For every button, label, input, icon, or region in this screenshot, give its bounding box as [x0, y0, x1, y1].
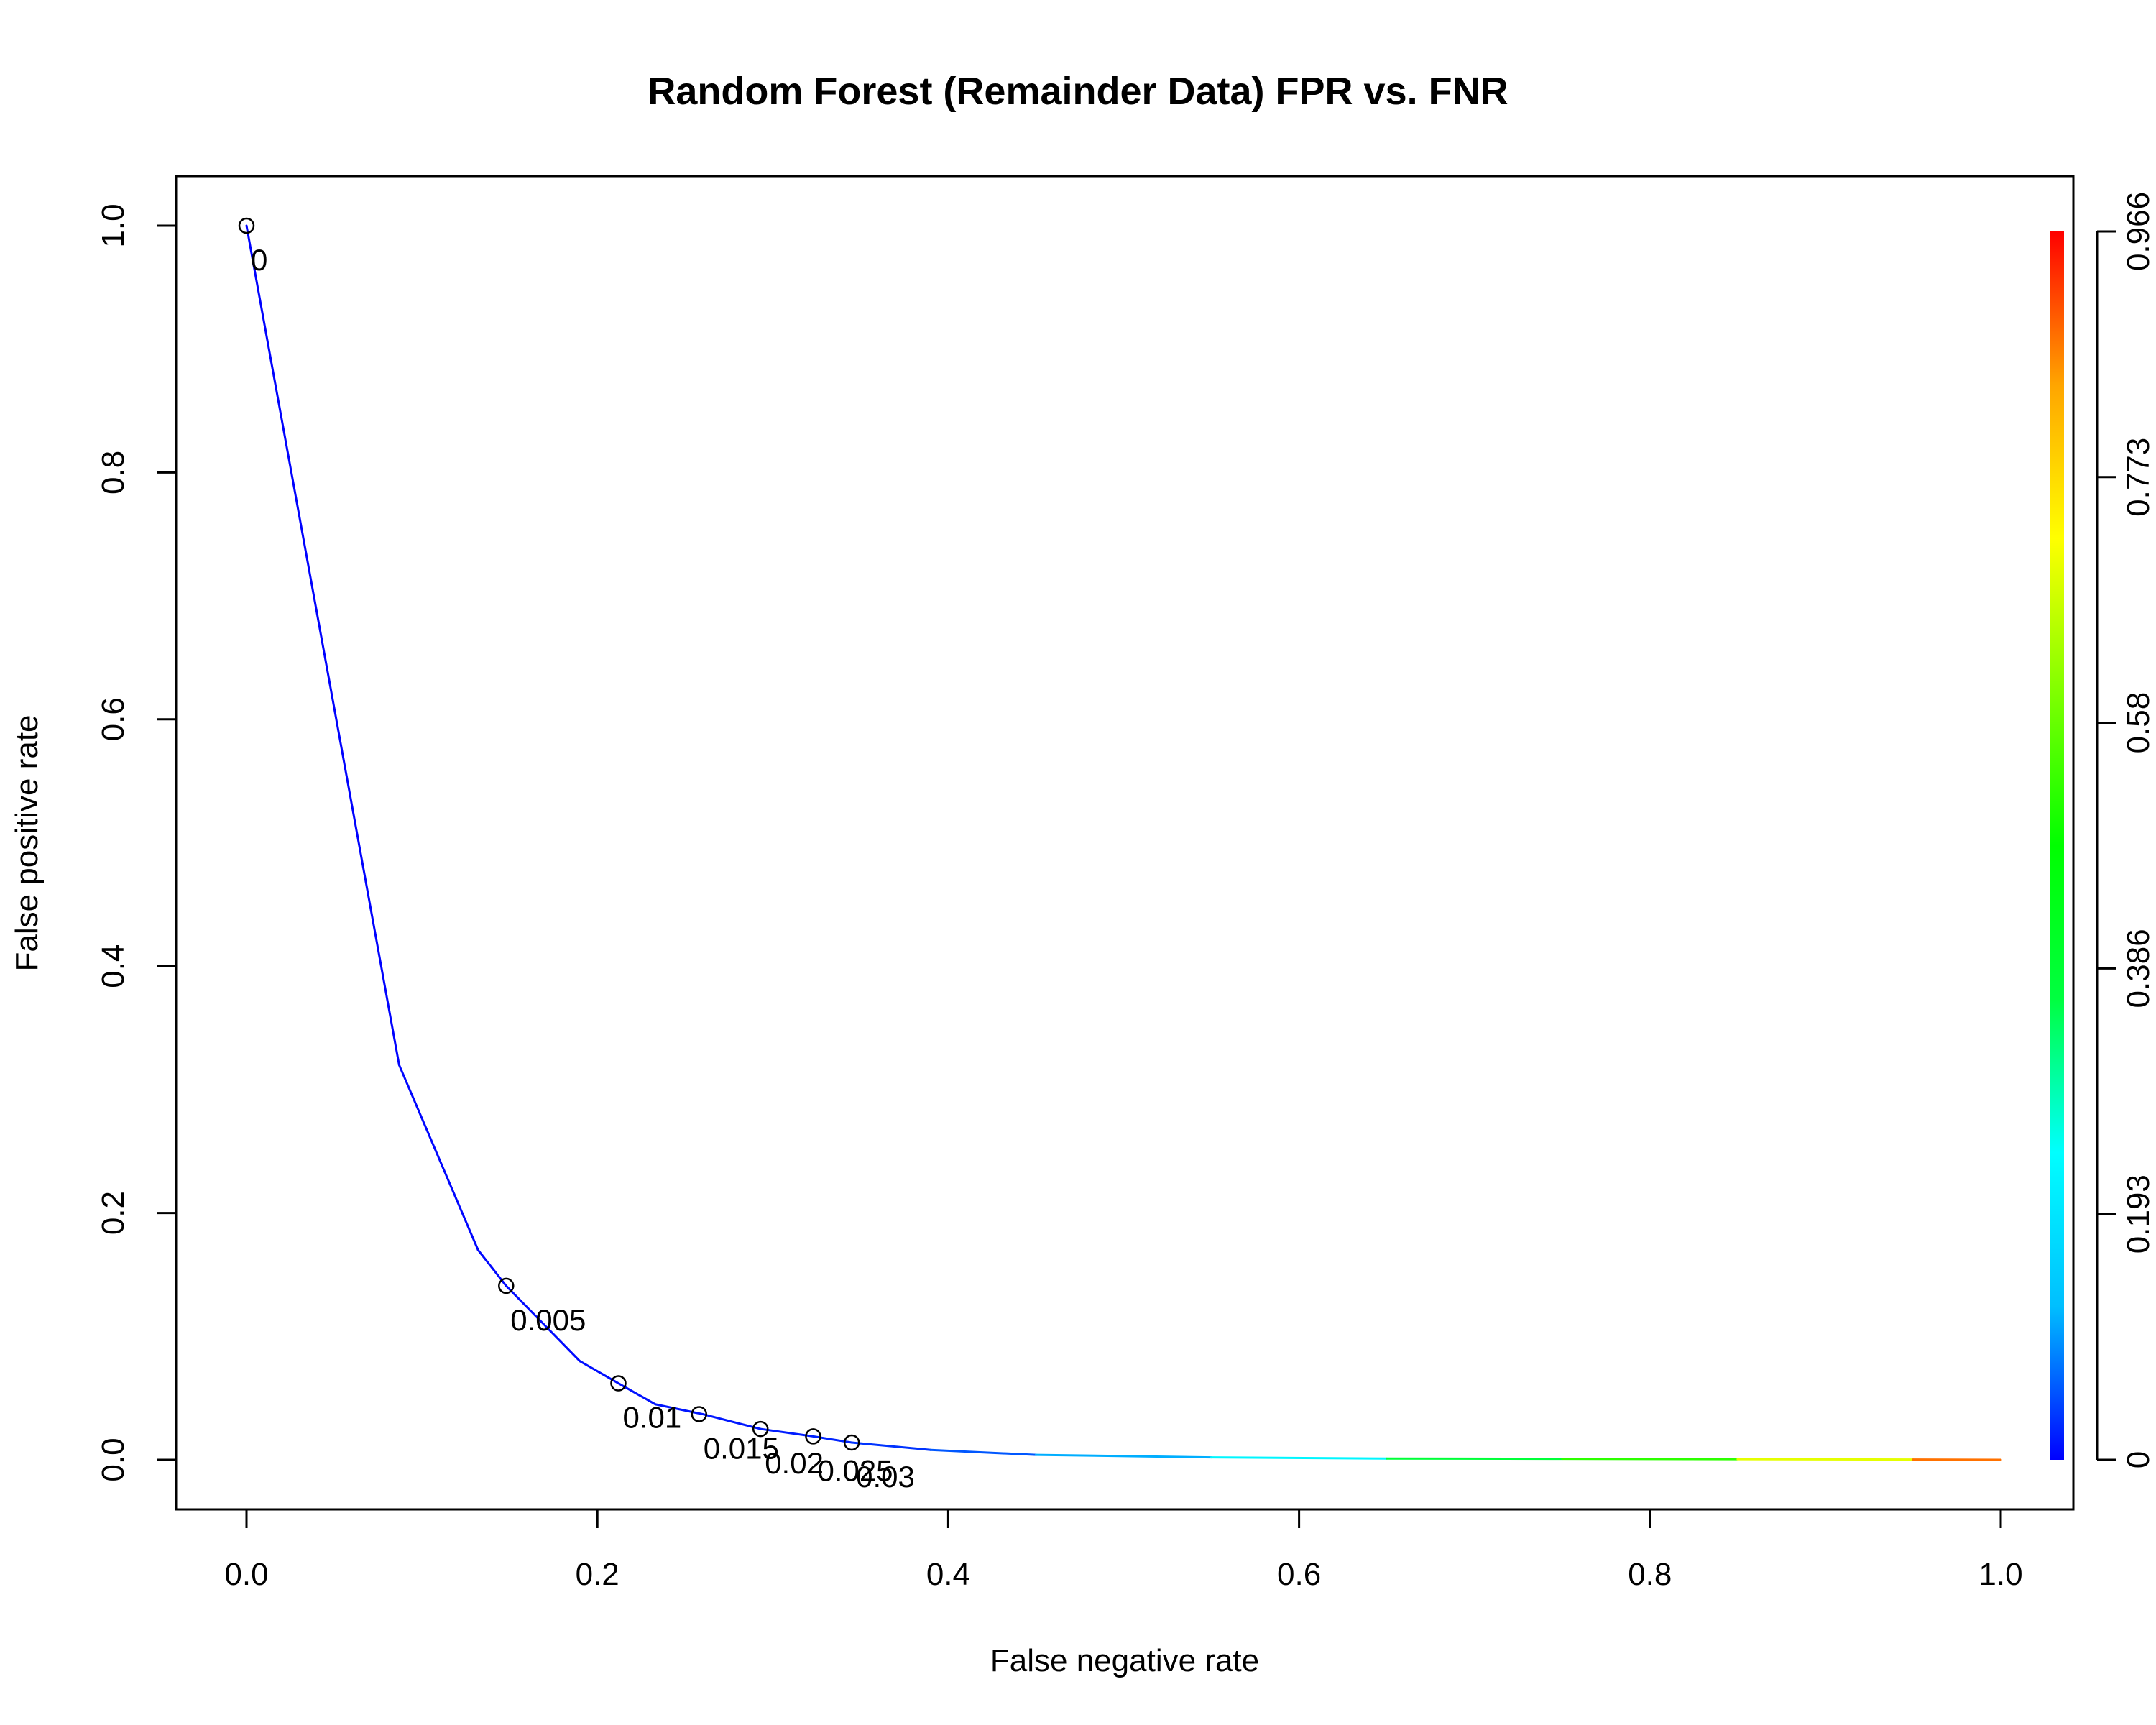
cutoff-colorbar: 0 0.193 0.386 0.58 0.773 0.966 [2050, 192, 2156, 1468]
chart-title: Random Forest (Remainder Data) FPR vs. F… [648, 70, 1508, 113]
curve-segment [505, 1284, 581, 1363]
cutoff-point-label: 0.015 [704, 1431, 779, 1465]
y-tick-label: 0.4 [96, 944, 131, 988]
cutoff-point-label: 0 [251, 243, 267, 277]
colorbar-tick-label: 0.966 [2121, 192, 2156, 271]
y-axis-label: False positive rate [9, 714, 45, 971]
cutoff-point [805, 1428, 821, 1445]
x-tick-label: 0.8 [1628, 1557, 1672, 1592]
curve-segment [654, 1403, 704, 1415]
y-tick-label: 0.2 [96, 1191, 131, 1235]
cutoff-point [691, 1406, 708, 1422]
curve-segment [1736, 1458, 1915, 1461]
x-tick-label: 0.0 [224, 1557, 268, 1592]
y-axis: 0.0 0.2 0.4 0.6 0.8 1.0 [96, 203, 178, 1482]
curve-segment [245, 224, 400, 1067]
cutoff-point [843, 1434, 860, 1451]
colorbar-gradient [2050, 231, 2064, 1460]
fpr-fnr-curve [245, 224, 2002, 1461]
colorbar-tick-label: 0.386 [2121, 929, 2156, 1008]
cutoff-point [610, 1375, 627, 1392]
curve-segment [1210, 1456, 1388, 1460]
curve-segment [759, 1427, 814, 1438]
cutoff-point [238, 217, 255, 234]
cutoff-point [498, 1277, 515, 1294]
curve-segment [929, 1448, 1037, 1456]
cutoff-point-label: 0.03 [856, 1460, 915, 1494]
y-tick-label: 0.6 [96, 697, 131, 741]
curve-segment [397, 1064, 479, 1251]
cutoff-point [752, 1420, 769, 1438]
x-tick-label: 0.4 [926, 1557, 970, 1592]
x-tick-label: 1.0 [1978, 1557, 2022, 1592]
x-tick-label: 0.6 [1277, 1557, 1321, 1592]
colorbar-tick-label: 0 [2121, 1451, 2156, 1468]
x-axis: 0.0 0.2 0.4 0.6 0.8 1.0 [224, 1508, 2023, 1592]
cutoff-point-label: 0.025 [817, 1453, 893, 1487]
cutoff-point-label: 0.005 [510, 1303, 586, 1337]
cutoff-point-label: 0.01 [622, 1401, 681, 1435]
colorbar-tick-label: 0.193 [2121, 1174, 2156, 1254]
colorbar-tick-label: 0.58 [2121, 692, 2156, 754]
colorbar-tick-label: 0.773 [2121, 438, 2156, 517]
x-tick-label: 0.2 [576, 1557, 619, 1592]
curve-segment [1561, 1458, 1739, 1460]
curve-segment [850, 1441, 932, 1451]
y-tick-label: 1.0 [96, 203, 131, 247]
cutoff-point-label: 0.02 [765, 1446, 824, 1480]
x-axis-label: False negative rate [990, 1643, 1259, 1678]
y-tick-label: 0.0 [96, 1438, 131, 1481]
y-tick-label: 0.8 [96, 451, 131, 494]
curve-segment [1034, 1453, 1213, 1459]
plot-frame [175, 175, 2075, 1511]
curve-segment [701, 1412, 762, 1430]
